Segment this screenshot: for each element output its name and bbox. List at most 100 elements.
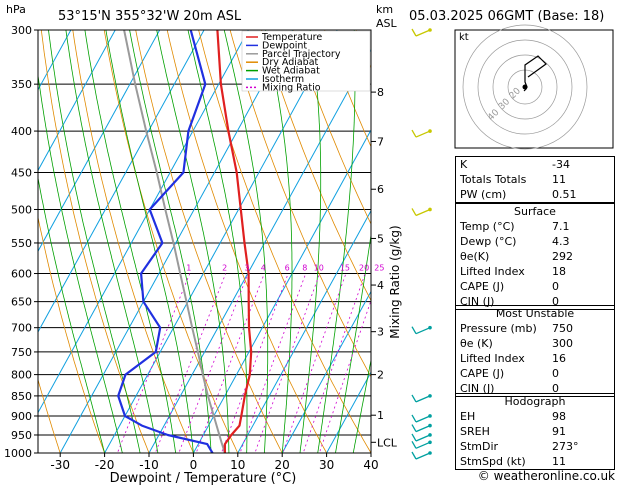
- param-row: CAPE (J) 0: [456, 366, 614, 381]
- pressure-tick-label: 450: [11, 166, 32, 179]
- dry-adiabat-line: [38, 378, 61, 453]
- km-tick-label: 6: [377, 183, 384, 196]
- isotherm-line: [104, 30, 338, 453]
- km-tick-label: 4: [377, 279, 384, 292]
- legend-label: Wet Adiabat: [262, 66, 320, 77]
- param-label: StmDir: [460, 440, 499, 453]
- wet-adiabat-line: [48, 30, 141, 453]
- param-label: Pressure (mb): [460, 322, 537, 335]
- copyright[interactable]: © weatheronline.co.uk: [477, 469, 615, 483]
- wind-barb: [415, 29, 431, 37]
- dry-adiabat-line: [324, 30, 371, 148]
- wind-barb-flag: [411, 394, 417, 403]
- wind-barb-origin: [428, 423, 432, 428]
- param-value: 16: [552, 352, 566, 365]
- param-label: Lifted Index: [460, 265, 525, 278]
- mixing-ratio-line: [282, 273, 347, 453]
- isotherm-line: [237, 209, 371, 453]
- wet-adiabat-line: [105, 30, 194, 453]
- mixing-ratio-line: [318, 299, 371, 453]
- mixing-ratio-label: 8: [302, 264, 307, 273]
- pressure-tick-label: 900: [11, 410, 32, 423]
- param-label: Temp (°C): [460, 220, 515, 233]
- pressure-tick-label: 300: [11, 24, 32, 37]
- legend-background: [241, 30, 371, 92]
- pressure-tick-label: 600: [11, 268, 32, 281]
- param-label: Totals Totals: [460, 173, 527, 186]
- param-value: 300: [552, 337, 573, 350]
- temperature-tick-label: -20: [95, 458, 115, 472]
- param-value: 273°: [552, 440, 579, 453]
- isotherm-line: [38, 30, 250, 414]
- wet-adiabat-line: [38, 175, 105, 453]
- datetime-title: 05.03.2025 06GMT (Base: 18): [409, 9, 604, 24]
- hodograph-ring: [492, 54, 558, 120]
- param-row: CIN (J) 0: [456, 294, 614, 309]
- param-row: StmSpd (kt) 11: [456, 454, 614, 469]
- wet-adiabat-line: [84, 30, 176, 453]
- hodograph-ring: [477, 39, 573, 135]
- temperature-tick-label: -30: [50, 458, 70, 472]
- param-row: Lifted Index 18: [456, 264, 614, 279]
- hodograph-params-title: Hodograph: [504, 395, 566, 408]
- wind-barb: [415, 130, 431, 138]
- wind-barb-origin: [428, 440, 432, 445]
- wind-barb-flag: [411, 208, 417, 216]
- dry-adiabat-line: [292, 30, 371, 225]
- param-value: 0: [552, 367, 559, 380]
- param-row: θe(K) 292: [456, 249, 614, 264]
- mixing-ratio-line: [154, 273, 227, 453]
- param-row: Lifted Index 16: [456, 351, 614, 366]
- wind-barb-origin: [428, 129, 432, 133]
- param-value: 750: [552, 322, 573, 335]
- pressure-tick-label: 950: [11, 429, 32, 442]
- pressure-tick-label: 1000: [4, 447, 32, 460]
- param-label: PW (cm): [460, 188, 507, 201]
- param-row: Dewp (°C) 4.3: [456, 234, 614, 249]
- pressure-tick-label: 850: [11, 390, 32, 403]
- param-value: 0: [552, 280, 559, 293]
- mixing-ratio-label: 25: [374, 264, 384, 273]
- param-row: EH 98: [456, 409, 614, 424]
- wind-barb: [415, 441, 431, 449]
- wind-barb-flag: [411, 326, 417, 335]
- param-row: Totals Totals 11: [456, 172, 614, 187]
- temperature-tick-label: 0: [190, 458, 198, 472]
- isotherm-line: [38, 30, 205, 333]
- mixing-ratio-label: 3: [244, 264, 249, 273]
- surface-box: Surface Temp (°C) 7.1 Dewp (°C) 4.3 θe(K) 292…: [455, 203, 615, 310]
- indices-box: K -34 Totals Totals 11 PW (cm) 0.51: [455, 156, 615, 203]
- param-label: CAPE (J): [460, 367, 505, 380]
- wind-barb-origin: [428, 28, 432, 32]
- mixing-ratio-label: 10: [314, 264, 324, 273]
- location-title: 53°15'N 355°32'W 20m ASL: [58, 9, 242, 24]
- isotherm-line: [38, 30, 116, 172]
- param-value: 0.51: [552, 188, 577, 201]
- pressure-tick-label: 800: [11, 369, 32, 382]
- param-row: θe (K) 300: [456, 336, 614, 351]
- wet-adiabat-line: [265, 30, 293, 453]
- wind-barb-origin: [428, 451, 432, 455]
- legend-label: Temperature: [261, 32, 322, 43]
- wind-barb-flag: [411, 28, 417, 37]
- param-value: 0: [552, 295, 559, 308]
- pressure-tick-label: 500: [11, 203, 32, 216]
- param-row: PW (cm) 0.51: [456, 187, 614, 202]
- asl-label: ASL: [376, 17, 398, 30]
- temperature-profile: [216, 30, 253, 453]
- km-tick-label: 1: [377, 409, 384, 422]
- temperature-tick-label: 30: [319, 458, 334, 472]
- isotherm-line: [192, 129, 371, 453]
- mixing-ratio-axis-label: Mixing Ratio (g/kg): [388, 225, 402, 338]
- wind-barb-flag: [411, 433, 417, 442]
- km-tick-label: 3: [377, 326, 384, 339]
- hodograph-params-box: Hodograph EH 98 SREH 91 StmDir 273° StmSpd (kt…: [455, 393, 615, 470]
- param-value: 0: [552, 382, 559, 395]
- km-tick-label: 2: [377, 369, 384, 382]
- dry-adiabat-line: [261, 30, 371, 302]
- legend-label: Mixing Ratio: [262, 82, 321, 93]
- hpa-label: hPa: [6, 3, 26, 16]
- wind-barb-origin: [428, 414, 432, 418]
